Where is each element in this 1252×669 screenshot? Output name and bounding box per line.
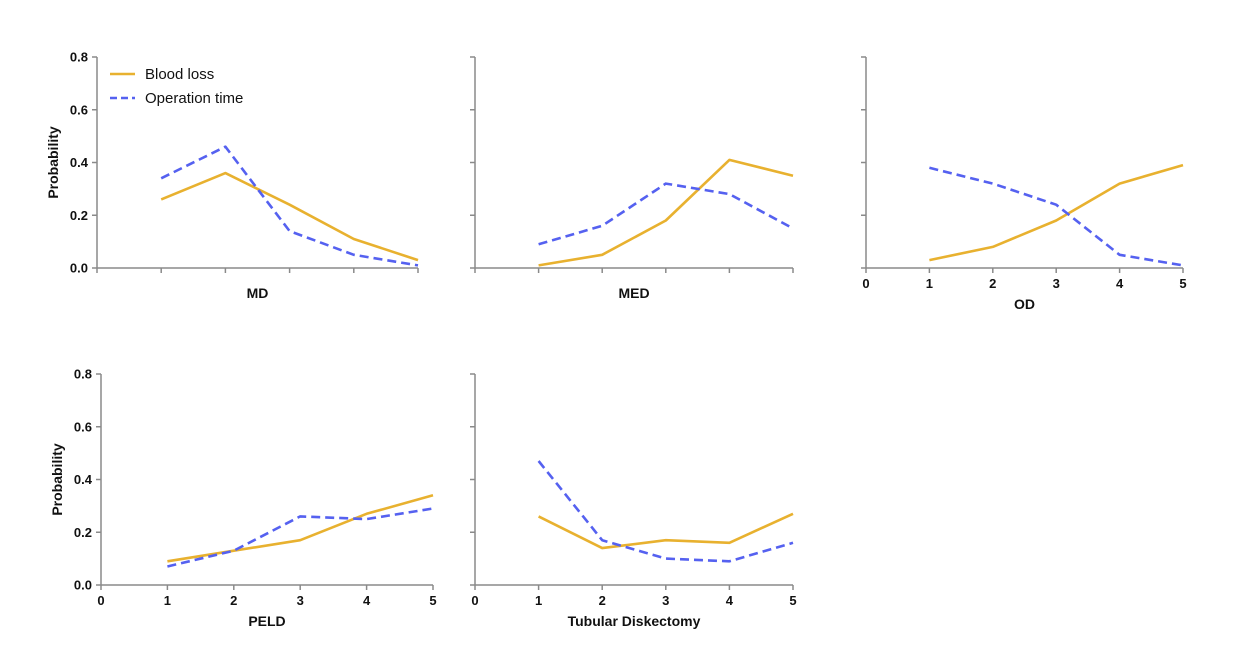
panel-peld-y-tick-label: 0.6 [74,419,92,434]
panel-peld-y-tick-label: 0.8 [74,367,92,382]
panel-peld-x-tick-label: 2 [230,593,237,608]
panel-peld-blood-loss-line [167,494,434,563]
panel-md-operation-time-line [160,145,419,267]
panel-md-y-tick-label: 0.0 [70,261,88,276]
panel-od-x-tick-label: 4 [1116,276,1124,291]
panel-tubular-diskectomy-x-tick-label: 1 [535,593,542,608]
panel-peld-y-tick-label: 0.0 [74,578,92,593]
panel-peld-operation-time-line [167,507,434,568]
panel-od-operation-time-line [929,166,1184,267]
panel-tubular-diskectomy-title: Tubular Diskectomy [568,613,701,629]
panel-tubular-diskectomy-blood-loss-line [538,512,794,550]
panel-md-y-tick-label: 0.6 [70,102,88,117]
panel-tubular-diskectomy-operation-time-line [537,460,794,563]
panel-med-blood-loss-line [538,158,794,267]
panel-peld-x-tick-label: 4 [363,593,371,608]
panel-md-y-tick-label: 0.8 [70,50,88,65]
panel-peld-y-tick-label: 0.4 [74,472,93,487]
panel-od-x-tick-label: 3 [1053,276,1060,291]
panel-od-x-tick-label: 5 [1179,276,1186,291]
panel-peld-x-tick-label: 5 [429,593,436,608]
panel-md-y-tick-label: 0.2 [70,208,88,223]
panel-md-y-tick-label: 0.4 [70,155,89,170]
panel-peld-x-tick-label: 0 [97,593,104,608]
panel-od-x-tick-label: 1 [926,276,933,291]
panel-peld-y-axis-title: Probability [49,443,65,516]
panel-tubular-diskectomy-x-tick-label: 5 [789,593,796,608]
panel-od-blood-loss-line [929,163,1184,262]
legend-label-operation-time: Operation time [145,90,243,107]
panel-tubular-diskectomy-x-tick-label: 2 [599,593,606,608]
panel-peld-x-tick-label: 1 [164,593,171,608]
panel-peld-title: PELD [248,613,285,629]
panel-tubular-diskectomy-x-tick-label: 0 [471,593,478,608]
panel-od-x-tick-label: 2 [989,276,996,291]
panel-tubular-diskectomy-x-tick-label: 4 [726,593,734,608]
legend-label-blood-loss: Blood loss [145,66,214,83]
panel-peld-y-tick-label: 0.2 [74,525,92,540]
panel-md-title: MD [247,285,269,301]
panel-med-operation-time-line [538,182,794,246]
panel-peld-x-tick-label: 3 [297,593,304,608]
panel-od-x-tick-label: 0 [862,276,869,291]
panel-md-y-axis-title: Probability [45,126,61,199]
panel-med-title: MED [618,285,649,301]
panel-od-title: OD [1014,296,1035,312]
panel-md-blood-loss-line [160,171,419,262]
panel-tubular-diskectomy-x-tick-label: 3 [662,593,669,608]
